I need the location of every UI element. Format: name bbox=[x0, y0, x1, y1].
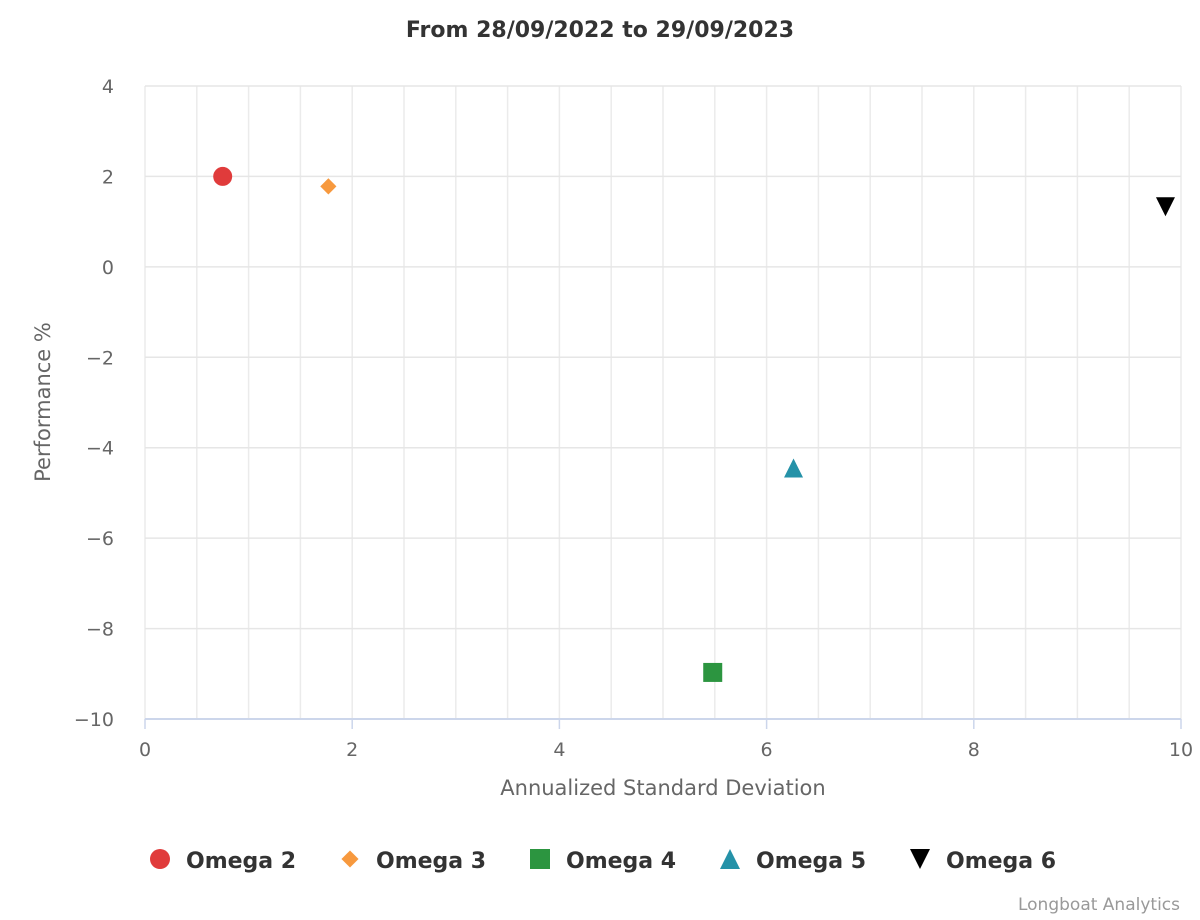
chart-title: From 28/09/2022 to 29/09/2023 bbox=[406, 18, 794, 43]
data-point-omega-4[interactable] bbox=[703, 662, 723, 682]
x-tick-label: 6 bbox=[761, 739, 773, 761]
y-tick-label: 2 bbox=[102, 166, 114, 188]
y-tick-label: −8 bbox=[86, 619, 114, 641]
legend-label[interactable]: Omega 5 bbox=[756, 849, 866, 874]
x-axis-title: Annualized Standard Deviation bbox=[500, 776, 825, 800]
legend-label[interactable]: Omega 2 bbox=[186, 849, 296, 874]
data-points bbox=[213, 166, 1175, 682]
data-point-omega-5[interactable] bbox=[784, 458, 804, 478]
y-tick-label: −6 bbox=[86, 528, 114, 550]
legend-item-omega-5[interactable]: Omega 5 bbox=[720, 849, 866, 874]
legend-label[interactable]: Omega 6 bbox=[946, 849, 1056, 874]
legend-item-omega-4[interactable]: Omega 4 bbox=[530, 849, 676, 874]
data-point-omega-2[interactable] bbox=[213, 166, 233, 186]
y-tick-label: 4 bbox=[102, 76, 114, 98]
legend-symbol[interactable] bbox=[910, 849, 930, 869]
y-axis-ticks: 4 2 0 −2 −4 −6 −8 −10 bbox=[74, 76, 114, 731]
y-tick-label: −4 bbox=[86, 438, 114, 460]
x-tick-label: 0 bbox=[139, 739, 151, 761]
legend-item-omega-2[interactable]: Omega 2 bbox=[150, 849, 296, 874]
data-point-omega-3[interactable] bbox=[320, 178, 337, 195]
legend-symbol[interactable] bbox=[720, 849, 740, 869]
legend-symbol[interactable] bbox=[341, 850, 359, 868]
legend: Omega 2 Omega 3 Omega 4 Omega 5 Omega 6 bbox=[150, 849, 1056, 874]
x-tick-label: 4 bbox=[553, 739, 565, 761]
legend-item-omega-3[interactable]: Omega 3 bbox=[341, 849, 486, 874]
y-tick-label: −2 bbox=[86, 347, 114, 369]
legend-item-omega-6[interactable]: Omega 6 bbox=[910, 849, 1056, 874]
x-tick-label: 2 bbox=[346, 739, 358, 761]
legend-label[interactable]: Omega 4 bbox=[566, 849, 676, 874]
legend-symbol[interactable] bbox=[530, 849, 550, 869]
x-tick-label: 10 bbox=[1169, 739, 1193, 761]
legend-label[interactable]: Omega 3 bbox=[376, 849, 486, 874]
legend-symbol[interactable] bbox=[150, 849, 170, 869]
y-axis-title: Performance % bbox=[31, 322, 55, 482]
y-tick-label: 0 bbox=[102, 257, 114, 279]
grid bbox=[144, 85, 1182, 719]
data-point-omega-6[interactable] bbox=[1155, 197, 1175, 217]
credits-label[interactable]: Longboat Analytics bbox=[1018, 895, 1180, 915]
x-axis-ticks: 0 2 4 6 8 10 bbox=[139, 719, 1193, 761]
y-tick-label: −10 bbox=[74, 709, 114, 731]
x-tick-label: 8 bbox=[968, 739, 980, 761]
